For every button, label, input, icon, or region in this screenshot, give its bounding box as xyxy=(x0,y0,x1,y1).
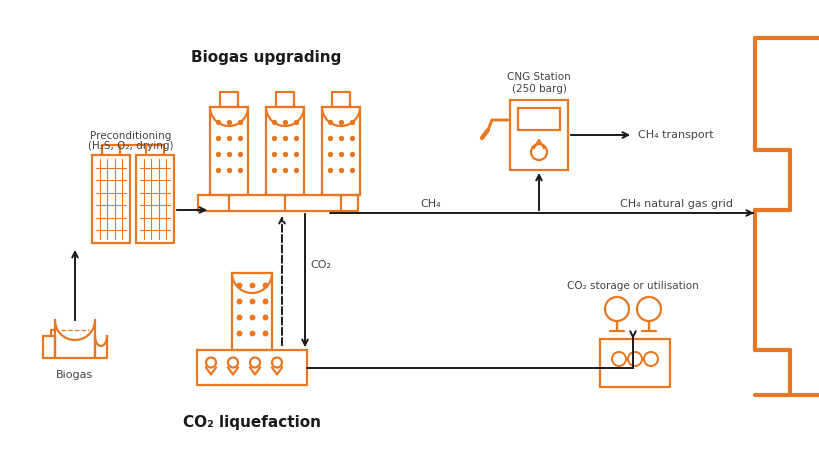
Text: Preconditioning: Preconditioning xyxy=(90,131,171,141)
Text: (250 barg): (250 barg) xyxy=(511,84,566,94)
Bar xyxy=(232,273,272,350)
Bar xyxy=(600,339,669,387)
Text: Biogas upgrading: Biogas upgrading xyxy=(191,50,341,65)
Bar xyxy=(332,92,350,107)
Text: CO₂ liquefaction: CO₂ liquefaction xyxy=(183,415,320,430)
Text: CH₄ natural gas grid: CH₄ natural gas grid xyxy=(619,199,732,209)
Text: (H₂S, O₂, drying): (H₂S, O₂, drying) xyxy=(88,141,174,151)
Bar xyxy=(197,350,306,385)
Bar xyxy=(136,155,174,243)
Bar xyxy=(276,92,294,107)
Bar xyxy=(265,107,304,195)
Bar xyxy=(210,107,247,195)
Text: Biogas: Biogas xyxy=(57,370,93,380)
Text: CO₂: CO₂ xyxy=(310,260,331,270)
Bar xyxy=(92,155,130,243)
Text: CH₄: CH₄ xyxy=(419,199,440,209)
Bar xyxy=(219,92,238,107)
Bar xyxy=(509,100,568,170)
Text: CNG Station: CNG Station xyxy=(506,72,570,82)
Bar xyxy=(197,195,358,211)
Text: CH₄ transport: CH₄ transport xyxy=(637,130,713,140)
Bar xyxy=(518,108,559,130)
Text: CO₂ storage or utilisation: CO₂ storage or utilisation xyxy=(567,281,698,291)
Bar xyxy=(322,107,360,195)
